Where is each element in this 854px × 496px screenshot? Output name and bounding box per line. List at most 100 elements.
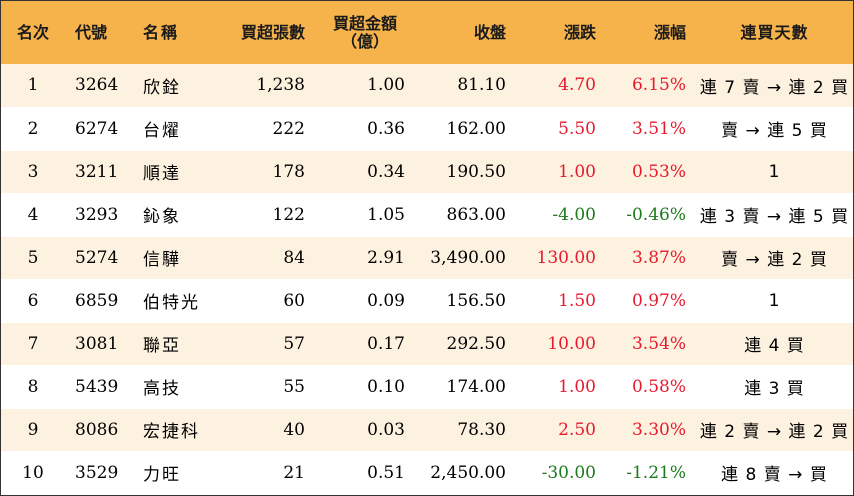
change-cell: 2.50: [516, 407, 606, 451]
change-pct-cell: 0.53%: [606, 149, 696, 193]
header-net-buy-amount: 買超金額 （億）: [315, 1, 415, 64]
rank-cell: 2: [1, 106, 65, 150]
close-cell: 2,450.00: [415, 450, 516, 494]
rank-cell: 3: [1, 149, 65, 193]
consecutive-days-cell: 連 8 賣 → 買: [696, 450, 853, 494]
consecutive-days-cell: 連 4 買: [696, 321, 853, 365]
change-cell: 10.00: [516, 321, 606, 365]
net-buy-lots-cell: 55: [215, 364, 315, 408]
rank-cell: 8: [1, 364, 65, 408]
table-row: 2 6274 台燿 222 0.36 162.00 5.50 3.51% 賣 → 連 5 買: [1, 106, 853, 150]
net-buy-lots-cell: 40: [215, 407, 315, 451]
header-close: 收盤: [473, 22, 506, 42]
net-buy-amount-cell: 0.09: [315, 278, 415, 322]
net-buy-amount-cell: 0.36: [315, 106, 415, 150]
consecutive-days-cell: 連 2 賣 → 連 2 買: [696, 407, 853, 451]
consecutive-days-cell: 連 7 賣 → 連 2 買: [699, 77, 850, 98]
rank-cell: 5: [1, 235, 65, 279]
change-pct-cell: -1.21%: [606, 450, 696, 494]
header-change-pct: 漲幅: [653, 22, 686, 42]
close-cell: 81.10: [457, 75, 506, 96]
change-cell: 1.50: [516, 278, 606, 322]
consecutive-days-cell: 連 3 買: [696, 364, 853, 408]
change-pct-cell: 3.87%: [606, 235, 696, 279]
change-pct-cell: 3.30%: [606, 407, 696, 451]
code-cell: 3081: [65, 321, 135, 365]
consecutive-days-cell: 1: [696, 149, 853, 193]
net-buy-amount-cell: 0.51: [315, 450, 415, 494]
change-cell: 1.00: [516, 364, 606, 408]
net-buy-lots-cell: 1,238: [256, 75, 305, 96]
name-cell: 力旺: [135, 450, 215, 494]
consecutive-days-cell: 賣 → 連 2 買: [696, 235, 853, 279]
net-buy-amount-cell: 1.00: [367, 75, 405, 96]
net-buy-amount-cell: 0.03: [315, 407, 415, 451]
net-buy-amount-cell: 1.05: [315, 192, 415, 236]
code-cell: 6859: [65, 278, 135, 322]
header-consecutive-days: 連買天數: [740, 22, 809, 42]
name-cell: 欣銓: [143, 77, 181, 98]
rank-cell: 1: [27, 75, 39, 96]
name-cell: 伯特光: [135, 278, 215, 322]
name-cell: 宏捷科: [135, 407, 215, 451]
close-cell: 863.00: [415, 192, 516, 236]
change-pct-cell: 3.54%: [606, 321, 696, 365]
rank-cell: 10: [1, 450, 65, 494]
code-cell: 5274: [65, 235, 135, 279]
change-pct-cell: 3.51%: [606, 106, 696, 150]
net-buy-lots-cell: 222: [215, 106, 315, 150]
consecutive-days-cell: 1: [696, 278, 853, 322]
name-cell: 台燿: [135, 106, 215, 150]
name-cell: 信驊: [135, 235, 215, 279]
close-cell: 156.50: [415, 278, 516, 322]
name-cell: 順達: [135, 149, 215, 193]
change-cell: 130.00: [516, 235, 606, 279]
code-cell: 3529: [65, 450, 135, 494]
change-pct-cell: 0.97%: [606, 278, 696, 322]
change-pct-cell: 0.58%: [606, 364, 696, 408]
table-row: 9 8086 宏捷科 40 0.03 78.30 2.50 3.30% 連 2 賣 → 連 2 …: [1, 407, 853, 451]
table-row: 4 3293 鈊象 122 1.05 863.00 -4.00 -0.46% 連 3 賣 → 連…: [1, 192, 853, 236]
rank-cell: 9: [1, 407, 65, 451]
code-cell: 8086: [65, 407, 135, 451]
code-cell: 3264: [75, 75, 119, 96]
code-cell: 3211: [65, 149, 135, 193]
change-pct-cell: -0.46%: [606, 192, 696, 236]
table-row: 8 5439 高技 55 0.10 174.00 1.00 0.58% 連 3 買: [1, 364, 853, 408]
net-buy-lots-cell: 21: [215, 450, 315, 494]
net-buy-lots-cell: 178: [215, 149, 315, 193]
table-row: 7 3081 聯亞 57 0.17 292.50 10.00 3.54% 連 4 買: [1, 321, 853, 365]
change-cell: 5.50: [516, 106, 606, 150]
header-code: 代號: [75, 22, 108, 42]
net-buy-lots-cell: 84: [215, 235, 315, 279]
net-buy-amount-cell: 0.10: [315, 364, 415, 408]
net-buy-lots-cell: 60: [215, 278, 315, 322]
table-header-row: 名次 代號 名稱 買超張數 買超金額 （億） 收盤 漲跌 漲幅 連買天數: [1, 1, 853, 64]
change-cell: -4.00: [516, 192, 606, 236]
rank-cell: 6: [1, 278, 65, 322]
header-change: 漲跌: [563, 22, 596, 42]
table-body: 1 3264 欣銓 1,238 1.00 81.10 4.70 6.15% 連 7 賣 → 連 …: [1, 64, 853, 494]
table-row: 3 3211 順達 178 0.34 190.50 1.00 0.53% 1: [1, 149, 853, 193]
consecutive-days-cell: 連 3 賣 → 連 5 買: [696, 192, 853, 236]
change-cell: 1.00: [516, 149, 606, 193]
close-cell: 292.50: [415, 321, 516, 365]
table-row: 5 5274 信驊 84 2.91 3,490.00 130.00 3.87% 賣 → 連 2 …: [1, 235, 853, 279]
close-cell: 190.50: [415, 149, 516, 193]
consecutive-days-cell: 賣 → 連 5 買: [696, 106, 853, 150]
name-cell: 高技: [135, 364, 215, 408]
header-net-buy-amount-line1: 買超金額: [332, 13, 397, 33]
net-buy-amount-cell: 0.34: [315, 149, 415, 193]
header-rank: 名次: [16, 22, 49, 42]
header-net-buy-amount-line2: （億）: [340, 31, 389, 51]
name-cell: 聯亞: [135, 321, 215, 365]
table-row: 6 6859 伯特光 60 0.09 156.50 1.50 0.97% 1: [1, 278, 853, 322]
header-name: 名稱: [143, 22, 180, 42]
change-cell: -30.00: [516, 450, 606, 494]
code-cell: 6274: [65, 106, 135, 150]
code-cell: 5439: [65, 364, 135, 408]
header-net-buy-lots: 買超張數: [240, 22, 305, 42]
change-pct-cell: 6.15%: [631, 75, 686, 96]
rank-cell: 7: [1, 321, 65, 365]
